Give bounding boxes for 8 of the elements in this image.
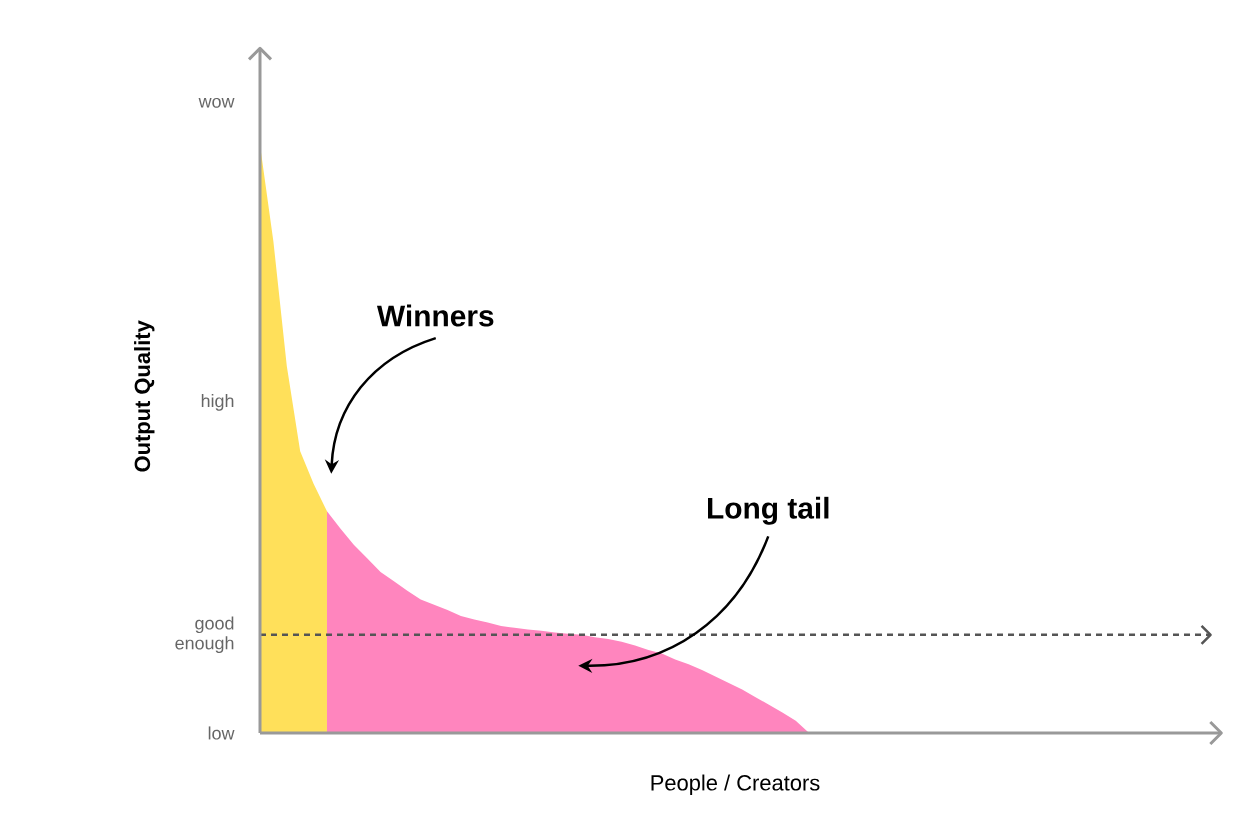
annotation: Winners bbox=[376, 304, 494, 327]
text: good enough bbox=[175, 616, 234, 654]
annotation: Long tail bbox=[708, 496, 829, 525]
text: low bbox=[208, 726, 235, 740]
y-axis-title: Output Quality bbox=[134, 320, 155, 472]
text: wow bbox=[198, 97, 235, 108]
text: high bbox=[201, 394, 234, 411]
x-axis-title: People / Creators bbox=[651, 774, 820, 795]
